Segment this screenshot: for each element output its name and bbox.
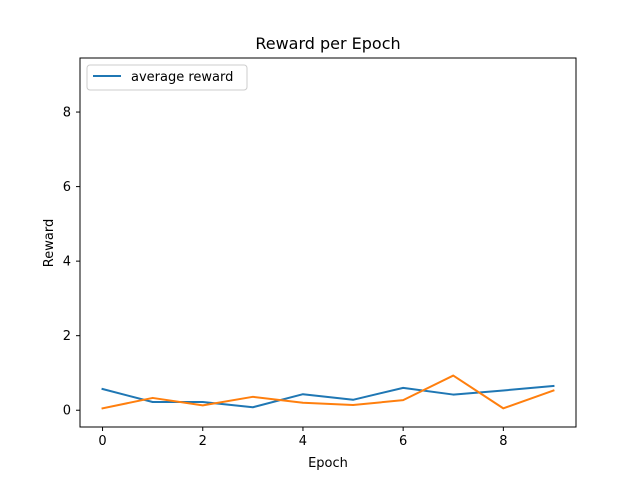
series-2-point-6 [402, 399, 404, 401]
y-axis-label: Reward [42, 219, 57, 267]
series-1-point-3 [252, 406, 254, 409]
y-tick-label-8: 8 [63, 106, 71, 121]
series-2-point-0 [101, 407, 104, 410]
axes-frame [79, 57, 577, 428]
series-1-point-5 [352, 398, 354, 401]
axis-ticks: 0 2 4 6 8 0 2 4 6 8 [63, 106, 508, 449]
y-tick-label-2: 2 [63, 329, 71, 344]
x-tick-label-8: 8 [499, 434, 507, 449]
y-tick-label-6: 6 [63, 180, 71, 195]
series-1-point-9 [552, 385, 555, 387]
x-tick-label-6: 6 [399, 434, 407, 449]
series-2-point-1 [151, 397, 154, 399]
x-axis-label: Epoch [308, 456, 348, 471]
plot-area [101, 374, 555, 410]
series-2-point-2 [201, 404, 204, 407]
series-1-point-0 [101, 388, 104, 390]
chart-title: Reward per Epoch [255, 34, 400, 53]
series-2-point-9 [552, 389, 555, 392]
series-2-point-7 [452, 374, 455, 377]
series-2-point-3 [252, 396, 254, 398]
x-tick-label-0: 0 [98, 434, 106, 449]
legend: average reward [86, 64, 248, 91]
series-1-point-7 [452, 393, 455, 396]
y-tick-label-4: 4 [63, 255, 71, 270]
series-1-point-4 [302, 393, 304, 396]
legend-label-average-reward: average reward [131, 70, 233, 85]
y-tick-label-0: 0 [63, 404, 71, 419]
series-1-point-2 [201, 401, 204, 403]
series-1-point-1 [151, 401, 154, 403]
series-2-point-8 [502, 407, 505, 410]
series-2-point-4 [302, 401, 304, 404]
x-tick-label-2: 2 [199, 434, 207, 449]
series-line-2 [101, 374, 555, 410]
legend-box [86, 64, 248, 91]
series-1-point-8 [502, 389, 505, 392]
series-2-point-5 [352, 404, 354, 406]
series-1-point-6 [402, 387, 404, 389]
x-tick-label-4: 4 [299, 434, 307, 449]
